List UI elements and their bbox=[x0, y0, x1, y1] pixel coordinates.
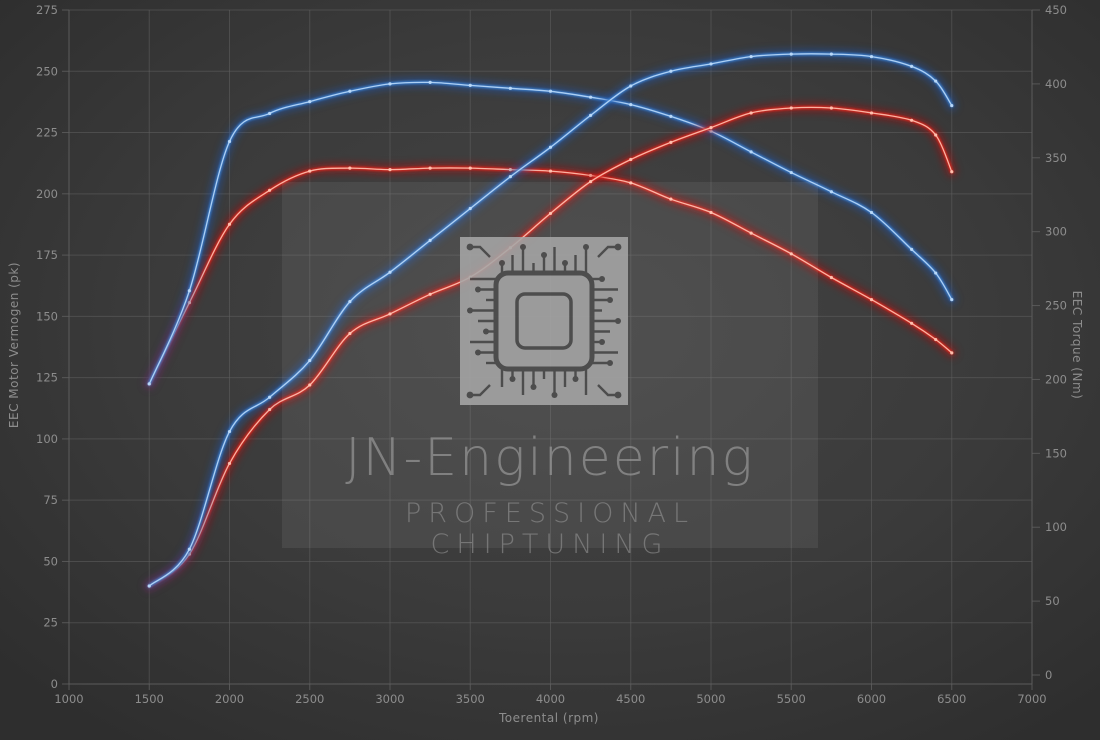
watermark-brand: JN-Engineering bbox=[345, 428, 755, 488]
svg-text:75: 75 bbox=[43, 493, 58, 507]
svg-text:350: 350 bbox=[1045, 151, 1067, 165]
svg-text:25: 25 bbox=[43, 616, 58, 630]
svg-text:100: 100 bbox=[1045, 520, 1067, 534]
svg-text:5000: 5000 bbox=[696, 692, 725, 706]
svg-text:125: 125 bbox=[36, 371, 58, 385]
svg-text:4500: 4500 bbox=[616, 692, 645, 706]
svg-text:50: 50 bbox=[43, 554, 58, 568]
series-torque-stock bbox=[144, 162, 957, 389]
svg-text:300: 300 bbox=[1045, 225, 1067, 239]
svg-text:450: 450 bbox=[1045, 3, 1067, 17]
watermark-tagline: Professional Chiptuning bbox=[404, 498, 696, 560]
chip-circuit-icon bbox=[460, 237, 628, 405]
svg-text:100: 100 bbox=[36, 432, 58, 446]
svg-text:1000: 1000 bbox=[54, 692, 83, 706]
y-axis-left-title: EEC Motor Vermogen (pk) bbox=[7, 261, 21, 429]
x-axis-labels: 1000 1500 2000 2500 3000 3500 4000 4500 5000 5500… bbox=[54, 692, 1046, 706]
svg-text:1500: 1500 bbox=[135, 692, 164, 706]
svg-text:3500: 3500 bbox=[456, 692, 485, 706]
svg-text:175: 175 bbox=[36, 248, 58, 262]
svg-text:250: 250 bbox=[36, 64, 58, 78]
axis-lines bbox=[62, 9, 1040, 690]
svg-text:4000: 4000 bbox=[536, 692, 565, 706]
svg-text:7000: 7000 bbox=[1017, 692, 1046, 706]
svg-text:150: 150 bbox=[1045, 446, 1067, 460]
svg-text:275: 275 bbox=[36, 3, 58, 17]
svg-text:2500: 2500 bbox=[295, 692, 324, 706]
svg-text:400: 400 bbox=[1045, 77, 1067, 91]
svg-text:225: 225 bbox=[36, 126, 58, 140]
svg-text:0: 0 bbox=[51, 677, 58, 691]
watermark-panel: JN-Engineering Professional Chiptuning bbox=[282, 182, 818, 560]
series-power-stock bbox=[144, 102, 957, 591]
x-axis-title: Toerental (rpm) bbox=[499, 711, 599, 725]
y-axis-right-title: EEC Torque (Nm) bbox=[1070, 290, 1084, 400]
svg-text:3000: 3000 bbox=[375, 692, 404, 706]
svg-text:2000: 2000 bbox=[215, 692, 244, 706]
series-torque-tuned bbox=[144, 77, 957, 389]
svg-text:150: 150 bbox=[36, 309, 58, 323]
svg-text:6500: 6500 bbox=[937, 692, 966, 706]
series-power-tuned bbox=[144, 48, 957, 591]
svg-text:0: 0 bbox=[1045, 668, 1052, 682]
svg-text:250: 250 bbox=[1045, 299, 1067, 313]
svg-text:200: 200 bbox=[1045, 372, 1067, 386]
svg-text:50: 50 bbox=[1045, 594, 1060, 608]
y-axis-left-labels: 0 25 50 75 100 125 150 175 200 225 250 275 bbox=[36, 3, 58, 691]
svg-text:200: 200 bbox=[36, 187, 58, 201]
svg-text:5500: 5500 bbox=[777, 692, 806, 706]
svg-text:6000: 6000 bbox=[857, 692, 886, 706]
y-axis-right-labels: 0 50 100 150 200 250 300 350 400 450 bbox=[1045, 3, 1067, 682]
